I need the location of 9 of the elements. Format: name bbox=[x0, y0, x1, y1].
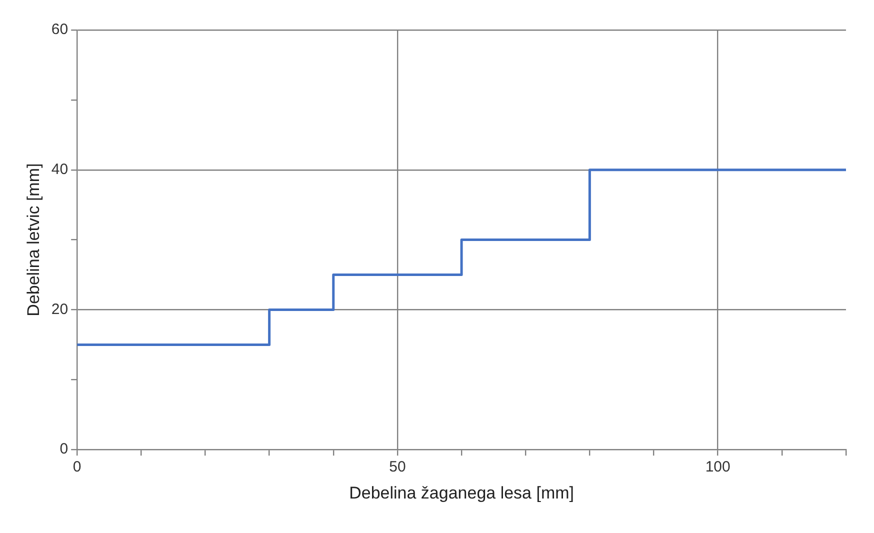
x-tick-label: 0 bbox=[72, 458, 82, 476]
y-tick-label: 0 bbox=[60, 440, 68, 458]
x-tick-label: 100 bbox=[705, 458, 730, 476]
x-axis-title: Debelina žaganega lesa [mm] bbox=[349, 483, 574, 502]
y-tick-label: 60 bbox=[51, 21, 68, 38]
x-tick-label: 50 bbox=[389, 458, 406, 476]
y-tick-label: 20 bbox=[51, 300, 68, 318]
y-tick-label: 40 bbox=[51, 161, 68, 178]
y-axis-title: Debelina letvic [mm] bbox=[24, 163, 43, 316]
